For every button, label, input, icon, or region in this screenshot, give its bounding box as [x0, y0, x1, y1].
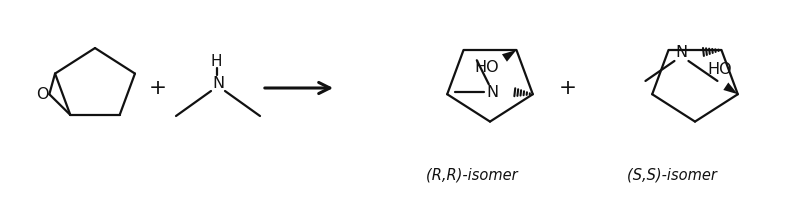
Polygon shape [502, 50, 517, 62]
Text: H: H [210, 53, 222, 69]
Text: N: N [212, 75, 224, 91]
Text: HO: HO [474, 60, 498, 75]
Text: N: N [486, 85, 499, 100]
Text: +: + [559, 78, 577, 98]
Text: +: + [149, 78, 167, 98]
Polygon shape [723, 82, 738, 94]
Text: O: O [36, 87, 49, 102]
Text: HO: HO [707, 62, 732, 77]
Text: (​S,S)-isomer: (​S,S)-isomer [627, 167, 717, 183]
Text: (​R,R)-isomer: (​R,R)-isomer [426, 167, 518, 183]
Text: N: N [675, 45, 687, 60]
